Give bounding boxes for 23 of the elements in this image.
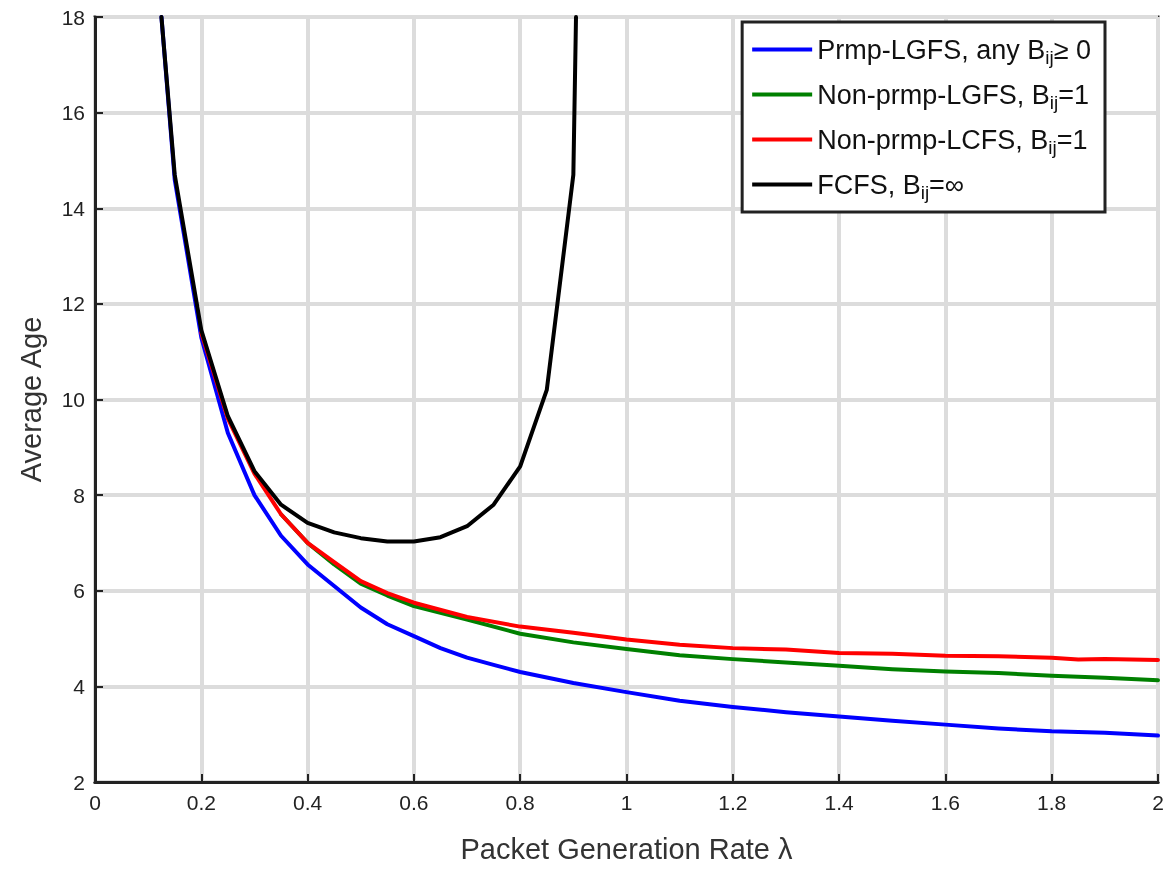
y-tick-label: 6 xyxy=(73,579,85,603)
x-tick-label: 0 xyxy=(89,791,101,814)
y-tick-label: 14 xyxy=(61,196,86,220)
y-tick-label: 4 xyxy=(73,674,86,698)
x-tick-label: 0.8 xyxy=(505,791,535,814)
x-tick-label: 1.8 xyxy=(1037,791,1067,814)
y-tick-label: 2 xyxy=(73,770,85,794)
x-tick-label: 1.6 xyxy=(930,791,960,814)
x-tick-label: 0.2 xyxy=(186,791,216,814)
y-tick-label: 10 xyxy=(61,388,85,411)
y-tick-label: 8 xyxy=(73,483,85,507)
y-tick-label: 12 xyxy=(61,292,85,316)
y-tick-label: 16 xyxy=(61,101,85,125)
line-series xyxy=(159,15,579,544)
y-axis-title: Average Age xyxy=(14,316,47,483)
x-tick-label: 1.2 xyxy=(718,791,748,814)
y-tick-label: 18 xyxy=(61,5,85,29)
x-tick-label: 0.6 xyxy=(399,791,429,814)
x-tick-label: 1.4 xyxy=(824,791,855,814)
x-tick-label: 0.4 xyxy=(293,791,323,814)
x-axis-title: Packet Generation Rate λ xyxy=(460,832,794,865)
x-tick-label: 1 xyxy=(620,791,633,814)
x-tick-label: 2 xyxy=(1152,791,1164,814)
